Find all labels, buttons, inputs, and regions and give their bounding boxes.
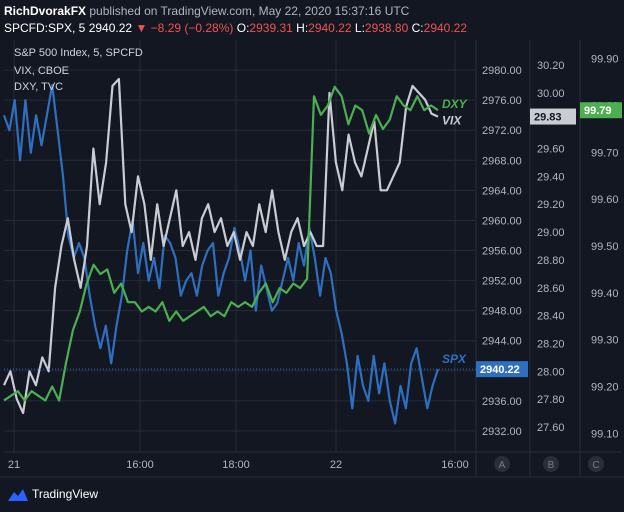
axis-tag-badge: [494, 456, 510, 472]
axis-tag-label: A: [499, 460, 506, 471]
vix-axis-tick: 30.00: [537, 88, 565, 100]
publish-info: published on TradingView.com, May 22, 20…: [89, 4, 410, 18]
change-arrow-icon: ▼: [135, 21, 148, 35]
series-line-vix: [3, 77, 439, 415]
chart-labels: SPX DXY VIX 2940.22 29.83 99.79: [442, 97, 622, 378]
price-change: −8.29 (−0.28%): [150, 21, 234, 35]
legend-dxy[interactable]: DXY, TVC: [14, 81, 64, 93]
publish-header: RichDvorakFX published on TradingView.co…: [4, 4, 409, 18]
spx-axis-tick: 2976.00: [482, 95, 522, 107]
vix-axis-tick: 28.20: [537, 338, 565, 350]
dxy-axis-tick: 99.30: [591, 335, 619, 347]
axis-tag-badge: [543, 456, 559, 472]
vix-axis-tick: 27.80: [537, 394, 565, 406]
vix-axis-tick: 28.00: [537, 366, 565, 378]
x-axis-tick: 22: [330, 459, 342, 471]
last-price: 2940.22: [88, 21, 133, 35]
spx-axis-tick: 2972.00: [482, 125, 522, 137]
spx-axis-tick: 2960.00: [482, 215, 522, 227]
spx-axis-tick: 2936.00: [482, 396, 522, 408]
vix-axis-tick: 28.60: [537, 283, 565, 295]
spx-axis-tick: 2944.00: [482, 336, 522, 348]
brand-name: TradingView: [32, 487, 99, 501]
spx-axis-tick: 2932.00: [482, 426, 522, 438]
dxy-axis-tick: 99.20: [591, 381, 619, 393]
series-line-spx: [2, 83, 440, 425]
chart-grid: [4, 40, 475, 452]
dxy-last-value-tag-bg: [580, 102, 622, 119]
open-value: 2939.31: [249, 21, 293, 35]
vix-axis-tick: 27.60: [537, 422, 565, 434]
chart-series: [2, 77, 476, 425]
series-label-spx: SPX: [442, 352, 467, 366]
vix-axis-tick: 30.20: [537, 60, 565, 72]
open-label: O:: [236, 21, 250, 35]
axis-tag-label: C: [592, 460, 599, 471]
vix-axis-tick: 29.20: [537, 199, 565, 211]
legend-vix[interactable]: VIX, CBOE: [14, 65, 70, 77]
symbol-name[interactable]: SPCFD:SPX, 5: [4, 21, 86, 35]
axis-tag-badge: [588, 456, 604, 472]
spx-axis-tick: 2948.00: [482, 306, 522, 318]
dxy-axis-tick: 99.10: [591, 428, 619, 440]
high-value: 2940.22: [308, 21, 352, 35]
spx-axis-tick: 2964.00: [482, 185, 522, 197]
low-value: 2938.80: [364, 21, 409, 35]
high-label: H:: [296, 21, 309, 35]
chart-axes: 2932.002936.002940.002944.002948.002952.…: [0, 40, 624, 478]
low-label: L:: [354, 21, 365, 35]
vix-axis-tick: 28.80: [537, 255, 565, 267]
spx-axis-tick: 2956.00: [482, 246, 522, 258]
spx-axis-tick: 2980.00: [482, 65, 522, 77]
spx-last-value-tag: 2940.22: [480, 364, 520, 376]
dxy-axis-tick: 99.90: [591, 54, 619, 66]
vix-axis-tick: 29.60: [537, 144, 565, 156]
vix-axis-tick: 29.00: [537, 227, 565, 239]
author-name[interactable]: RichDvorakFX: [4, 4, 87, 18]
dxy-axis-tick: 99.40: [591, 288, 619, 300]
close-label: C:: [411, 21, 424, 35]
legend-spx[interactable]: S&P 500 Index, 5, SPCFD: [14, 47, 143, 59]
series-label-dxy: DXY: [442, 97, 468, 111]
x-axis-tick: 16:00: [441, 459, 469, 471]
spx-axis-tick: 2968.00: [482, 155, 522, 167]
dxy-last-value-tag: 99.79: [584, 105, 612, 117]
tradingview-brand[interactable]: TradingView: [8, 487, 98, 501]
x-axis-tick: 16:00: [126, 459, 154, 471]
spx-last-value-tag-bg: [476, 361, 528, 378]
dxy-axis-tick: 99.50: [591, 241, 619, 253]
x-axis-tick: 18:00: [222, 459, 250, 471]
vix-axis-tick: 28.40: [537, 311, 565, 323]
vix-last-value-tag-bg: [530, 108, 576, 125]
vix-axis-tick: 29.40: [537, 171, 565, 183]
close-value: 2940.22: [423, 21, 468, 35]
dxy-axis-tick: 99.60: [591, 194, 619, 206]
quote-bar: SPCFD:SPX, 5 2940.22 ▼ −8.29 (−0.28%) O:…: [4, 21, 467, 35]
series-label-vix: VIX: [442, 114, 462, 128]
spx-axis-tick: 2952.00: [482, 276, 522, 288]
series-line-dxy: [3, 85, 439, 402]
axis-tag-label: B: [548, 460, 555, 471]
tradingview-logo-icon: [8, 488, 28, 501]
dxy-axis-tick: 99.70: [591, 147, 619, 159]
x-axis-tick: 21: [8, 459, 20, 471]
vix-last-value-tag: 29.83: [534, 112, 562, 124]
